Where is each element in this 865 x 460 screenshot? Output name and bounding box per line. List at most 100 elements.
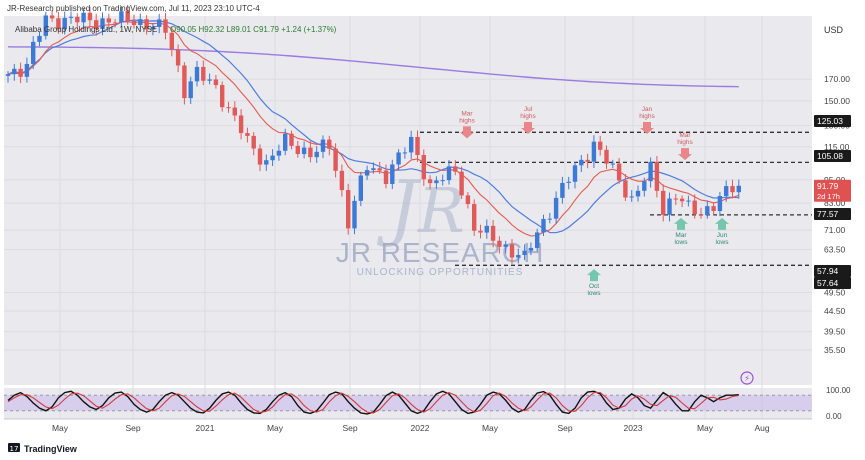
time-tick-label: May [482, 423, 499, 433]
candle-body [62, 17, 67, 30]
candle-body [396, 152, 401, 165]
candle-body [535, 232, 540, 248]
price-label-bg [814, 150, 851, 162]
candle-body [553, 197, 559, 219]
horizontal-levels [420, 131, 812, 266]
candle-body [497, 240, 502, 247]
time-tick-label: Sep [557, 423, 572, 433]
price-tick-label: 49.50 [824, 288, 846, 298]
price-tick-label: 83.00 [824, 198, 846, 208]
candle-body [390, 164, 395, 184]
candle-body [358, 175, 363, 201]
price-label-text: 57.94 [817, 266, 839, 276]
candle-body [314, 151, 319, 158]
candle-body [289, 133, 294, 146]
price-label: 125.03 [814, 115, 851, 127]
candle-body [264, 160, 269, 165]
watermark-title: JR RESEARCH [336, 237, 545, 268]
price-label-text: 125.03 [817, 116, 843, 126]
price-label-text: 77.57 [817, 209, 839, 219]
candle-body [68, 16, 74, 18]
ohlc-readout: O90.05 H92.32 L89.01 C91.79 +1.24 (+1.37… [170, 25, 337, 34]
price-tick-label: 35.50 [824, 345, 846, 355]
price-label-text: 105.08 [817, 151, 843, 161]
candle-body [301, 147, 307, 155]
price-tick-label: 63.50 [824, 244, 846, 254]
arrow-up-icon [587, 269, 601, 282]
candle-body [478, 230, 483, 233]
candle-body [635, 190, 641, 197]
candle-body [276, 150, 282, 156]
publish-info: JR-Research published on TradingView.com… [7, 4, 260, 13]
candle-body [169, 32, 174, 50]
candle-body [5, 74, 11, 76]
price-label: 57.64 [814, 277, 851, 289]
candle-body [516, 254, 521, 258]
candle-body [453, 166, 458, 172]
oscillator-tick-label: 100.00 [826, 386, 851, 395]
candle-body [604, 149, 609, 164]
candle-body [415, 136, 420, 156]
candle-body [100, 18, 105, 29]
candle-body [572, 165, 578, 182]
candle-body [87, 12, 93, 21]
price-tick-label: 170.00 [824, 74, 850, 84]
current-price-value: 91.79 [817, 181, 839, 191]
candle-body [37, 35, 42, 42]
annotation-label: Oct [589, 283, 599, 290]
annotation-label: lows [587, 290, 601, 297]
annotation-label: lows [715, 239, 729, 246]
candle-body [717, 195, 723, 212]
time-tick-label: May [697, 423, 714, 433]
price-tick-label: 71.00 [824, 225, 846, 235]
arrow-down-icon [460, 126, 474, 139]
annotation-label: Jan [642, 106, 653, 113]
candle-body [711, 206, 716, 212]
candle-body [698, 214, 704, 216]
annotation-label: highs [677, 139, 693, 146]
time-tick-label: Sep [125, 423, 140, 433]
time-tick-label: 2021 [196, 423, 215, 433]
time-tick-label: May [52, 423, 69, 433]
time-axis[interactable]: May Sep 2021 May Sep 2022 May Sep 2023 May Aug [4, 418, 812, 433]
candle-body [427, 179, 433, 184]
candle-body [503, 244, 508, 247]
candle-body [201, 66, 206, 81]
time-tick-label: 2022 [411, 423, 430, 433]
candle-body [295, 145, 300, 155]
candle-body [308, 147, 313, 158]
candle-body [692, 200, 697, 215]
candle-body [736, 185, 741, 193]
tradingview-brand[interactable]: TradingView [24, 444, 78, 454]
candle-body [434, 180, 439, 184]
candle-body [654, 161, 660, 191]
candle-body [144, 19, 149, 30]
candle-body [226, 107, 231, 109]
price-label-bg [814, 277, 851, 289]
annotations: MarhighsJulhighsJanhighsMarhighsOctlowsM… [459, 106, 729, 297]
candle-body [598, 141, 603, 150]
candle-body [560, 182, 565, 198]
tradingview-logo-icon[interactable]: 17 [8, 443, 20, 453]
alert-icon[interactable]: ⚡ [740, 371, 754, 385]
oscillator-tick-label: 0.00 [826, 412, 842, 421]
candle-body [31, 41, 36, 64]
candle-body [150, 26, 156, 30]
candle-body [629, 196, 634, 198]
candle-body [81, 12, 86, 23]
price-tick-label: 115.00 [824, 142, 850, 152]
price-axis[interactable]: USD 170.00150.00130.00115.0095.0083.0071… [812, 16, 865, 421]
candle-body [648, 161, 653, 182]
candle-body [112, 22, 118, 24]
candle-body [459, 171, 464, 196]
candle-body [730, 186, 735, 193]
candle-body [686, 200, 691, 202]
candle-body [522, 250, 527, 255]
candle-body [579, 159, 584, 166]
candle-body [484, 225, 489, 233]
